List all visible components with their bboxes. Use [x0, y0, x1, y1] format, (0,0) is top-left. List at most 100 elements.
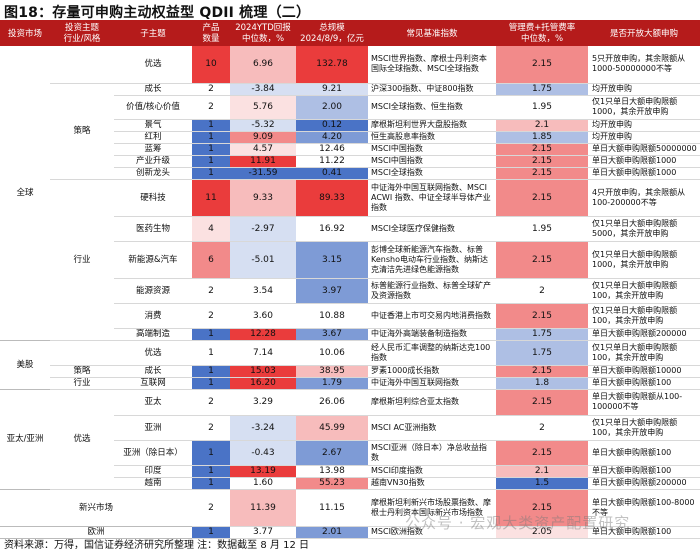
fee-cell: 2.15: [496, 389, 588, 416]
subtopic-cell: 优选: [114, 340, 192, 366]
fee-cell: 1.85: [496, 131, 588, 144]
ytd-cell: 3.77: [230, 526, 296, 539]
figure-title: 图18：存量可申购主动权益型 QDII 梳理（二）: [4, 5, 311, 21]
open-cell: 单日大额申购限额100: [588, 465, 700, 478]
subtopic-cell: 亚洲（除日本）: [114, 440, 192, 466]
table-row: 策略 成长 2 -3.84 9.21 沪深300指数、中证800指数 1.75 …: [0, 83, 700, 180]
table-row: 亚洲（除日本） 1 -0.43 2.67 MSCI亚洲（除日本）净总收益指数 2…: [0, 440, 700, 466]
fee-cell: 1.95: [496, 95, 588, 120]
topic-cell: [50, 46, 114, 84]
ytd-cell: 11.91: [230, 155, 296, 168]
open-cell: 仅1只单日大额申购限额1000，其余开放申购: [588, 95, 700, 120]
ytd-cell: 9.09: [230, 131, 296, 144]
open-cell: 单日大额申购限额10000: [588, 365, 700, 378]
aum-cell: 0.12: [296, 119, 368, 132]
count-cell: 1: [192, 328, 230, 341]
aum-cell: 3.67: [296, 328, 368, 341]
fee-cell: 1.75: [496, 83, 588, 96]
count-cell: 1: [192, 155, 230, 168]
aum-cell: 38.95: [296, 365, 368, 378]
topic-cell: 行业: [50, 179, 114, 341]
ytd-cell: 11.39: [230, 489, 296, 527]
open-cell: 单日大额申购限额200000: [588, 477, 700, 490]
table-row: 全球 优选 10 6.96 132.78 MSCI世界指数、摩根士丹利资本国际全…: [0, 46, 700, 341]
aum-cell: 10.06: [296, 340, 368, 366]
watermark: 公众号 · 宏观大类资产配置研究: [405, 514, 631, 532]
open-cell: 仅1只单日大额申购限额100，其余开放申购: [588, 303, 700, 329]
fee-cell: 2.1: [496, 119, 588, 132]
fee-cell: 2.15: [496, 143, 588, 156]
header-row: 投资市场 投资主题 行业/风格 子主题 产品 数量 2024YTD回报 中位数，…: [0, 22, 700, 46]
col-header-market: 投资市场: [0, 22, 50, 46]
open-cell: 单日大额申购限额100: [588, 526, 700, 539]
table-row: 策略 成长 1 15.03 38.95 罗素1000成长指数 2.15 单日大额…: [0, 365, 700, 378]
fee-cell: 2.15: [496, 241, 588, 279]
index-cell: 罗素1000成长指数: [368, 365, 496, 378]
fee-cell: 2.15: [496, 440, 588, 466]
aum-cell: 55.23: [296, 477, 368, 490]
open-cell: 仅1只单日大额申购限额5000，其余开放申购: [588, 216, 700, 242]
index-cell: MSCI AC亚洲指数: [368, 415, 496, 441]
col-header-fee-text: 管理费+托管费率 中位数，%: [508, 23, 576, 44]
open-cell: 单日大额申购限额200000: [588, 328, 700, 341]
subtopic-cell: 蓝筹: [114, 143, 192, 156]
table-row: 产业升级 1 11.91 11.22 MSCI中国指数 2.15 单日大额申购限…: [0, 155, 700, 168]
col-header-fee: 管理费+托管费率 中位数，%: [496, 22, 588, 46]
count-cell: 2: [192, 303, 230, 329]
fee-cell: 2: [496, 415, 588, 441]
col-header-subtopic: 子主题: [114, 22, 192, 46]
open-cell: 4只开放申购，其余限额从100-200000不等: [588, 179, 700, 217]
aum-cell: 26.06: [296, 389, 368, 416]
open-cell: 仅1只单日大额申购限额100，其余开放申购: [588, 415, 700, 441]
col-header-count: 产品 数量: [192, 22, 230, 46]
table-row: 新能源&汽车 6 -5.01 3.15 彭博全球新能源汽车指数、标普Kensho…: [0, 241, 700, 279]
aum-cell: 1.79: [296, 377, 368, 390]
index-cell: MSCI亚洲（除日本）净总收益指数: [368, 440, 496, 466]
subtopic-cell: 红利: [114, 131, 192, 144]
ytd-cell: 4.57: [230, 143, 296, 156]
aum-cell: 13.98: [296, 465, 368, 478]
ytd-cell: 9.33: [230, 179, 296, 217]
index-cell: 中证海外中国互联网指数: [368, 377, 496, 390]
table-row: 高端制造 1 12.28 3.67 中证海外高端装备制造指数 1.75 单日大额…: [0, 328, 700, 341]
aum-cell: 10.88: [296, 303, 368, 329]
subtopic-cell: 景气: [114, 119, 192, 132]
aum-cell: 9.21: [296, 83, 368, 96]
index-cell: MSCI中国指数: [368, 155, 496, 168]
count-cell: 10: [192, 46, 230, 84]
subtopic-cell: 成长: [114, 365, 192, 378]
topic-cell: 策略: [50, 365, 114, 378]
source-note: 资料来源：万得，国信证券经济研究所整理 注：数据截至 8 月 12 日: [4, 540, 309, 551]
aum-cell: 2.67: [296, 440, 368, 466]
count-cell: 1: [192, 377, 230, 390]
index-cell: MSCI中国指数: [368, 143, 496, 156]
market-cell: 欧洲: [0, 526, 192, 539]
ytd-cell: 1.60: [230, 477, 296, 490]
aum-cell: 11.15: [296, 489, 368, 527]
subtopic-cell: 创新龙头: [114, 167, 192, 180]
subtopic-cell: 印度: [114, 465, 192, 478]
open-cell: 均开放申购: [588, 119, 700, 132]
col-header-ytd: 2024YTD回报 中位数，%: [230, 22, 296, 46]
table-row: 亚太/亚洲 优选 亚太 2 3.29 26.06 摩根斯坦利综合亚太指数 2.1…: [0, 389, 700, 490]
table-row: 越南 1 1.60 55.23 越南VN30指数 1.5 单日大额申购限额200…: [0, 477, 700, 490]
ytd-cell: -5.32: [230, 119, 296, 132]
count-cell: 2: [192, 83, 230, 96]
fee-cell: 2.15: [496, 167, 588, 180]
col-header-aum-text: 总规模 2024/8/9，亿元: [300, 23, 364, 44]
fee-cell: 2.15: [496, 46, 588, 84]
col-header-count-text: 产品 数量: [202, 23, 220, 44]
aum-cell: 89.33: [296, 179, 368, 217]
fee-cell: 2.15: [496, 155, 588, 168]
market-cell: 新兴市场: [0, 489, 192, 527]
aum-cell: 16.92: [296, 216, 368, 242]
open-cell: 单日大额申购限额50000000: [588, 143, 700, 156]
subtopic-cell: 互联网: [114, 377, 192, 390]
fee-cell: 2.15: [496, 489, 588, 527]
ytd-cell: 3.54: [230, 278, 296, 304]
ytd-cell: 6.96: [230, 46, 296, 84]
index-cell: 越南VN30指数: [368, 477, 496, 490]
fee-cell: 1.75: [496, 328, 588, 341]
index-cell: 彭博全球新能源汽车指数、标普Kensho电动车行业指数、纳斯达克清洁先进绿色能源…: [368, 241, 496, 279]
